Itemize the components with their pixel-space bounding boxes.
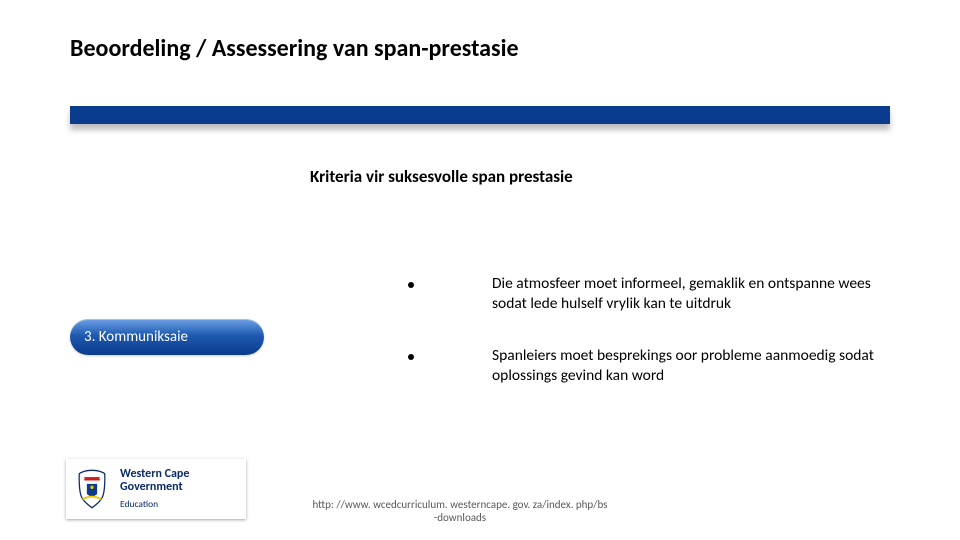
title-underline-bar — [70, 106, 890, 124]
bullet-icon — [408, 282, 414, 288]
list-item: Die atmosfeer moet informeel, gemaklik e… — [408, 274, 906, 314]
page-title: Beoordeling / Assessering van span-prest… — [70, 34, 519, 63]
logo-text: Western CapeGovernment Education — [116, 459, 246, 519]
criteria-pill: 3. Kommuniksaie — [70, 319, 264, 355]
logo-line-1: Western CapeGovernment — [120, 468, 246, 493]
bullet-icon — [408, 354, 414, 360]
subtitle: Kriteria vir suksesvolle span prestasie — [310, 166, 573, 187]
footer-url: http: //www. wcedcurriculum. westerncape… — [310, 498, 610, 524]
bullet-text: Die atmosfeer moet informeel, gemaklik e… — [492, 274, 906, 314]
list-item: Spanleiers moet besprekings oor probleme… — [408, 346, 906, 386]
footer-url-line2: -downloads — [434, 511, 486, 524]
slide: Beoordeling / Assessering van span-prest… — [0, 0, 960, 540]
bullet-list: Die atmosfeer moet informeel, gemaklik e… — [408, 274, 906, 419]
logo-line-2: Education — [120, 498, 246, 510]
crest-icon — [72, 465, 112, 513]
footer-url-line1: http: //www. wcedcurriculum. westerncape… — [313, 498, 608, 511]
western-cape-gov-logo: Western CapeGovernment Education — [66, 459, 246, 519]
bullet-text: Spanleiers moet besprekings oor probleme… — [492, 346, 906, 386]
